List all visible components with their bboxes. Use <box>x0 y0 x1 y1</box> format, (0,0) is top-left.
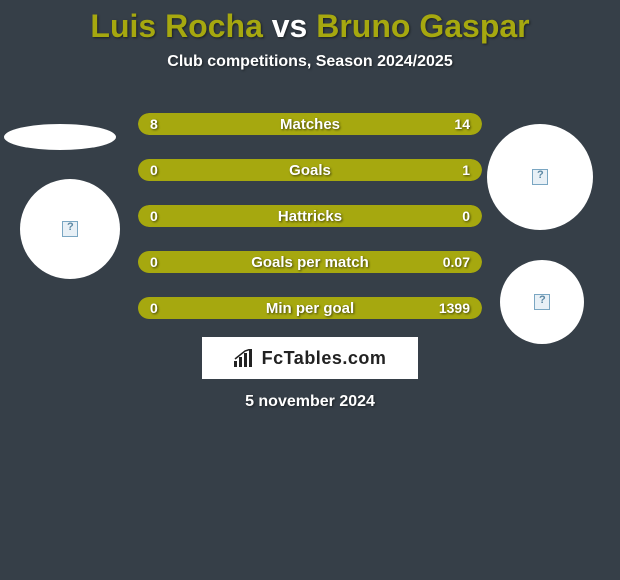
bar-row: 814Matches <box>138 113 482 135</box>
bar-row: 00Hattricks <box>138 205 482 227</box>
brand-text: FcTables.com <box>262 348 387 369</box>
placeholder-icon <box>62 221 78 237</box>
bar-label: Matches <box>138 113 482 135</box>
bar-label: Hattricks <box>138 205 482 227</box>
placeholder-icon <box>534 294 550 310</box>
subtitle: Club competitions, Season 2024/2025 <box>0 53 620 71</box>
decor-circle-left <box>20 179 120 279</box>
date-text: 5 november 2024 <box>0 393 620 411</box>
bar-label: Goals <box>138 159 482 181</box>
player1-name: Luis Rocha <box>90 8 262 44</box>
comparison-bars: 814Matches 01Goals 00Hattricks 00.07Goals p… <box>138 113 482 319</box>
bar-row: 01399Min per goal <box>138 297 482 319</box>
brand-badge: FcTables.com <box>202 337 418 379</box>
bar-row: 01Goals <box>138 159 482 181</box>
bar-label: Goals per match <box>138 251 482 273</box>
placeholder-icon <box>532 169 548 185</box>
bar-row: 00.07Goals per match <box>138 251 482 273</box>
page-title: Luis Rocha vs Bruno Gaspar <box>0 0 620 45</box>
decor-oval <box>4 124 116 150</box>
decor-circle-right-2 <box>500 260 584 344</box>
player2-name: Bruno Gaspar <box>316 8 529 44</box>
bar-label: Min per goal <box>138 297 482 319</box>
vs-text: vs <box>272 8 308 44</box>
brand-chart-icon <box>234 349 256 367</box>
decor-circle-right-1 <box>487 124 593 230</box>
